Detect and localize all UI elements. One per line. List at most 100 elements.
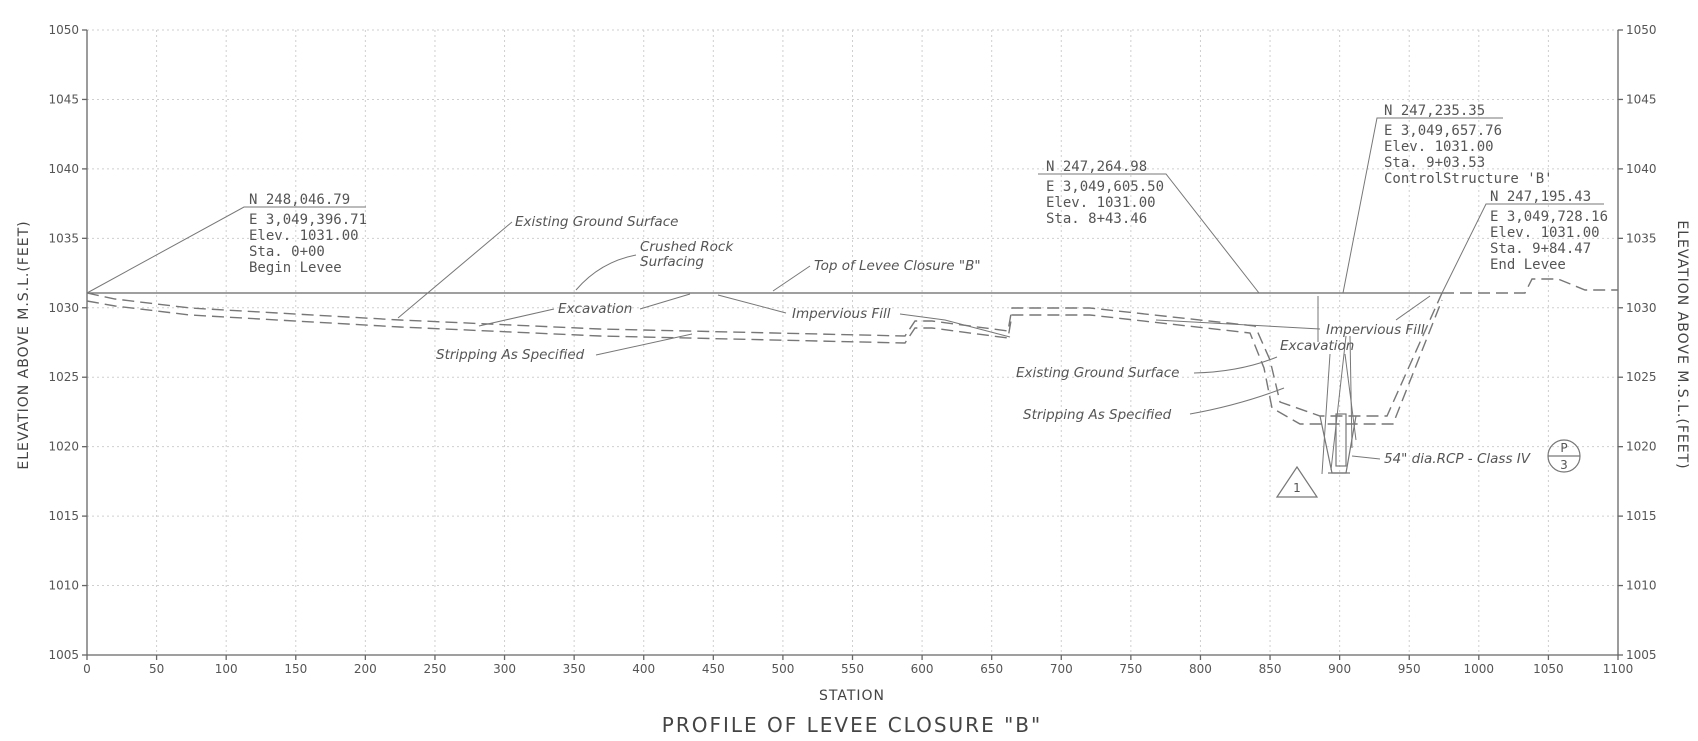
begin-description: Begin Levee — [249, 260, 342, 276]
note-impervious-fill-1: Impervious Fill — [792, 306, 891, 322]
existing-ground-line — [87, 293, 1442, 416]
y-tick-label-right: 1005 — [1626, 648, 1657, 662]
y-tick-label-right: 1035 — [1626, 231, 1657, 245]
mid-station: Sta. 8+43.46 — [1046, 211, 1147, 227]
y-tick-label-left: 1005 — [48, 648, 79, 662]
end-elevation: Elev. 1031.00 — [1490, 225, 1600, 241]
y-tick-label-left: 1020 — [48, 440, 79, 454]
y-tick-label-right: 1020 — [1626, 440, 1657, 454]
y-tick-label-left: 1015 — [48, 509, 79, 523]
begin-northing: N 248,046.79 — [249, 192, 350, 208]
note-stripping-2: Stripping As Specified — [1023, 407, 1172, 423]
end-description: End Levee — [1490, 257, 1566, 273]
x-tick-label: 50 — [149, 662, 164, 676]
note-stripping-1: Stripping As Specified — [436, 347, 585, 363]
end-easting: E 3,049,728.16 — [1490, 209, 1608, 225]
detail-bubble-bottom: 3 — [1560, 458, 1568, 472]
leader-impervious-fill-1b — [900, 314, 1010, 337]
y-tick-label-right: 1030 — [1626, 301, 1657, 315]
y-tick-label-right: 1040 — [1626, 162, 1657, 176]
end-station: Sta. 9+84.47 — [1490, 241, 1591, 257]
tail-ground-line — [1442, 279, 1618, 293]
x-tick-label: 150 — [284, 662, 307, 676]
x-tick-label: 650 — [980, 662, 1003, 676]
x-tick-label: 300 — [493, 662, 516, 676]
control-structure — [1336, 414, 1346, 466]
begin-station: Sta. 0+00 — [249, 244, 325, 260]
mid-callout: N 247,264.98 E 3,049,605.50 Elev. 1031.0… — [1046, 159, 1164, 227]
control-easting: E 3,049,657.76 — [1384, 123, 1502, 139]
x-tick-label: 750 — [1119, 662, 1142, 676]
y-tick-label-left: 1045 — [48, 92, 79, 106]
mid-easting: E 3,049,605.50 — [1046, 179, 1164, 195]
x-tick-label: 800 — [1189, 662, 1212, 676]
note-excavation-1: Excavation — [558, 301, 632, 317]
x-tick-label: 950 — [1398, 662, 1421, 676]
note-pipe: 54" dia.RCP - Class IV — [1384, 451, 1532, 467]
mid-elevation: Elev. 1031.00 — [1046, 195, 1156, 211]
x-tick-label: 350 — [563, 662, 586, 676]
y-tick-label-left: 1025 — [48, 370, 79, 384]
end-callout: N 247,195.43 E 3,049,728.16 Elev. 1031.0… — [1490, 189, 1608, 273]
begin-elevation: Elev. 1031.00 — [249, 228, 359, 244]
leader-impervious-fill-1a — [718, 295, 786, 313]
y-axis-label-left: ELEVATION ABOVE M.S.L.(FEET) — [16, 220, 32, 469]
x-tick-label: 1050 — [1533, 662, 1564, 676]
control-elevation: Elev. 1031.00 — [1384, 139, 1494, 155]
y-tick-label-left: 1035 — [48, 231, 79, 245]
x-tick-label: 0 — [83, 662, 91, 676]
x-axis-ticks: 0 50 100 150 200 250 300 350 400 450 500 550 600 650 7… — [83, 655, 1633, 676]
y-tick-label-left: 1040 — [48, 162, 79, 176]
note-crushed-rock-2: Surfacing — [640, 254, 704, 270]
control-callout: N 247,235.35 E 3,049,657.76 Elev. 1031.0… — [1384, 103, 1553, 187]
note-top-of-levee: Top of Levee Closure "B" — [814, 258, 981, 274]
x-tick-label: 500 — [771, 662, 794, 676]
x-axis-label: STATION — [819, 688, 885, 704]
note-excavation-2: Excavation — [1280, 338, 1354, 354]
x-tick-label: 100 — [215, 662, 238, 676]
detail-bubble-top: P — [1560, 441, 1567, 455]
y-tick-label-left: 1010 — [48, 579, 79, 593]
note-existing-ground-2: Existing Ground Surface — [1016, 365, 1179, 381]
control-northing: N 247,235.35 — [1384, 103, 1485, 119]
control-station: Sta. 9+03.53 — [1384, 155, 1485, 171]
x-tick-label: 850 — [1259, 662, 1282, 676]
note-impervious-fill-2: Impervious Fill — [1326, 322, 1425, 338]
begin-easting: E 3,049,396.71 — [249, 212, 367, 228]
x-tick-label: 550 — [841, 662, 864, 676]
x-tick-label: 200 — [354, 662, 377, 676]
leader-pipe — [1352, 456, 1380, 459]
y-tick-label-right: 1015 — [1626, 509, 1657, 523]
drawing-title: PROFILE OF LEVEE CLOSURE "B" — [662, 713, 1042, 737]
y-tick-label-left: 1050 — [48, 23, 79, 37]
control-description: ControlStructure 'B' — [1384, 171, 1553, 187]
note-existing-ground-1: Existing Ground Surface — [515, 214, 678, 230]
x-tick-label: 600 — [911, 662, 934, 676]
y-tick-label-left: 1030 — [48, 301, 79, 315]
note-crushed-rock-1: Crushed Rock — [640, 239, 734, 255]
leader-impervious-fill-2c — [1331, 336, 1346, 470]
leader-impervious-fill-2b — [1396, 296, 1430, 320]
x-tick-label: 400 — [632, 662, 655, 676]
stripping-line — [87, 300, 1442, 424]
end-northing: N 247,195.43 — [1490, 189, 1591, 205]
mid-northing: N 247,264.98 — [1046, 159, 1147, 175]
y-tick-label-right: 1025 — [1626, 370, 1657, 384]
x-tick-label: 1000 — [1464, 662, 1495, 676]
begin-callout: N 248,046.79 E 3,049,396.71 Elev. 1031.0… — [249, 192, 367, 276]
y-tick-label-right: 1045 — [1626, 92, 1657, 106]
x-tick-label: 1100 — [1603, 662, 1634, 676]
x-tick-label: 900 — [1328, 662, 1351, 676]
leader-existing-ground-1 — [398, 222, 512, 318]
revision-number: 1 — [1293, 481, 1301, 495]
leader-excavation-1a — [479, 309, 554, 326]
x-tick-label: 700 — [1050, 662, 1073, 676]
x-tick-label: 450 — [702, 662, 725, 676]
x-tick-label: 250 — [424, 662, 447, 676]
leader-crushed-rock — [576, 255, 636, 290]
y-axis-label-right: ELEVATION ABOVE M.S.L.(FEET) — [1674, 220, 1690, 469]
y-tick-label-right: 1010 — [1626, 579, 1657, 593]
leader-top-of-levee — [773, 266, 810, 291]
leader-excavation-1b — [640, 294, 690, 309]
